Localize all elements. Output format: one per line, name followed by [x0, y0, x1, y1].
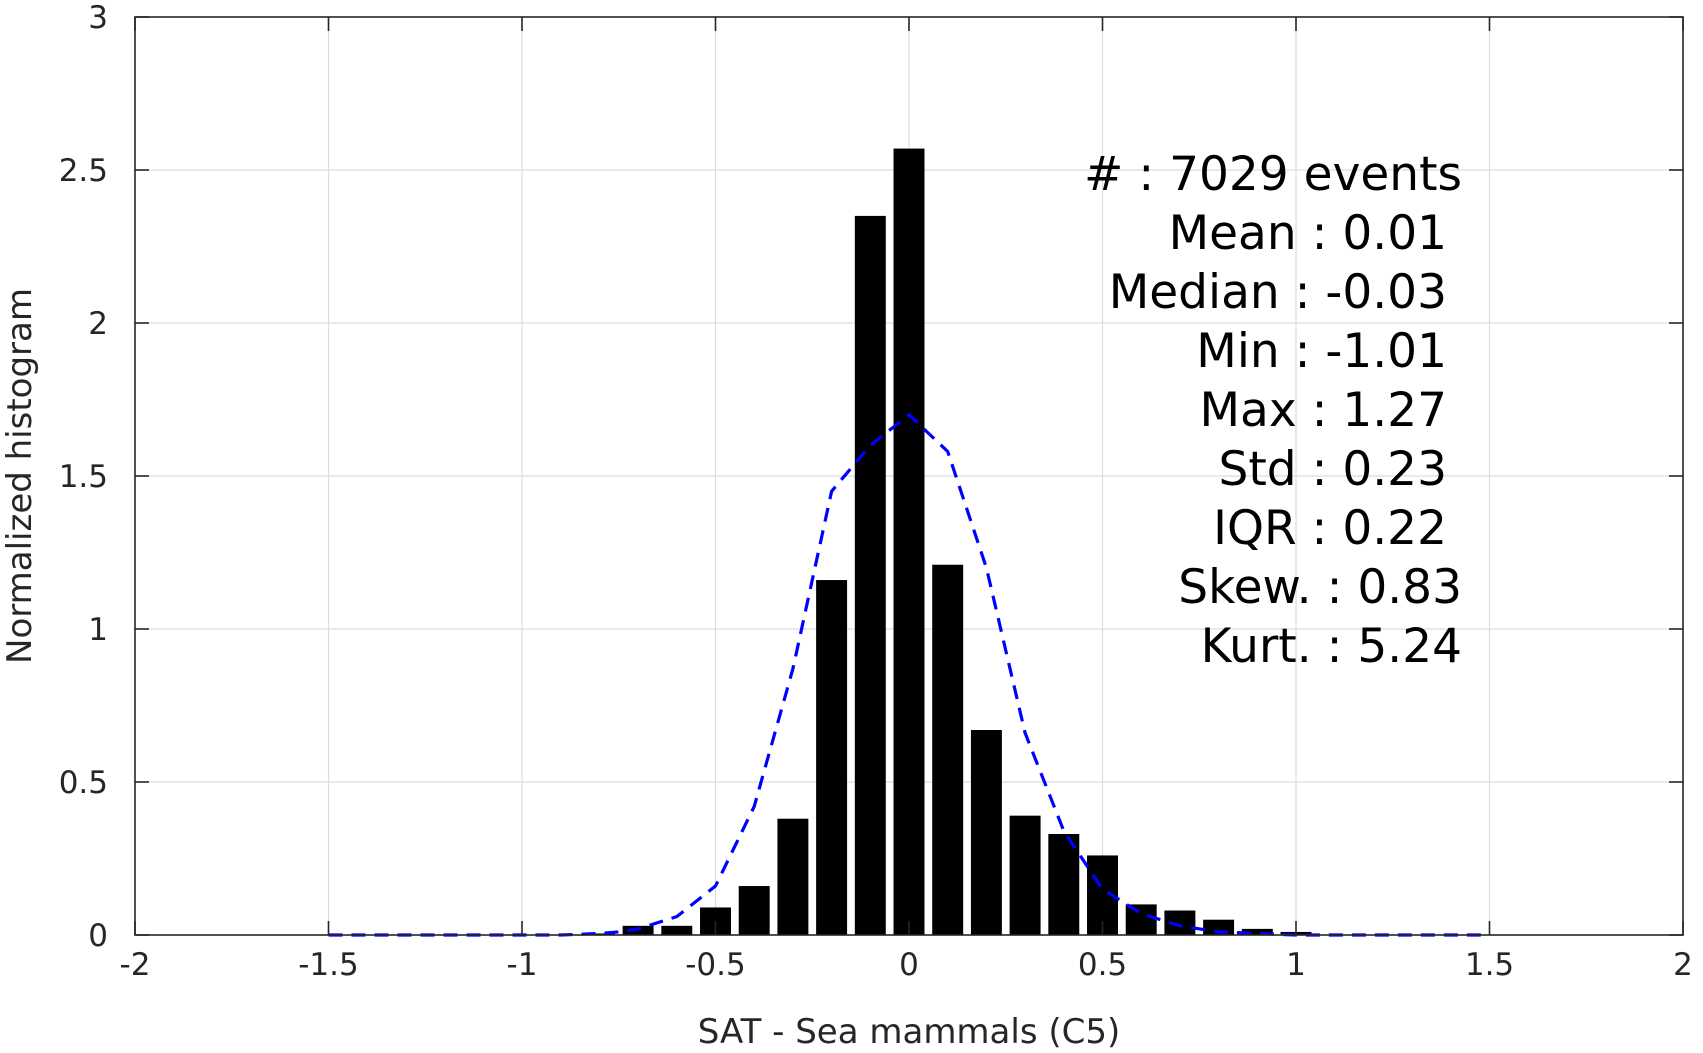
- histogram-bar: [1241, 928, 1273, 935]
- y-tick-label: 1: [88, 612, 108, 648]
- x-tick-label: 2: [1673, 947, 1693, 983]
- y-tick-label: 1.5: [59, 459, 108, 495]
- x-tick-label: 0: [899, 947, 919, 983]
- stats-line: Skew. : 0.83: [1178, 560, 1462, 615]
- x-axis-label: SAT - Sea mammals (C5): [698, 1012, 1121, 1052]
- histogram-bar: [854, 215, 886, 935]
- x-tick-label: 1: [1286, 947, 1306, 983]
- x-tick-label: 1.5: [1465, 947, 1514, 983]
- y-tick-label: 2: [88, 306, 108, 342]
- y-axis-label: Normalized histogram: [0, 288, 40, 664]
- stats-line: Mean : 0.01: [1169, 206, 1447, 261]
- stats-line: Min : -1.01: [1196, 324, 1447, 379]
- line-layer: [328, 412, 1490, 937]
- histogram-bar: [1009, 815, 1041, 935]
- stats-line: # : 7029 events: [1084, 147, 1462, 202]
- histogram-bar: [816, 580, 848, 935]
- x-tick-label: -1.5: [298, 947, 359, 983]
- y-tick-label: 0.5: [59, 765, 108, 801]
- histogram-bar: [932, 564, 964, 935]
- y-tick-label: 0: [88, 918, 108, 954]
- tick-layer: -2 -1.5 -1 -0.5 0 0.5 1 1.5 2 0 0.5 1 1.5 2 2.5 3: [59, 0, 1693, 983]
- stats-line: Std : 0.23: [1219, 442, 1447, 497]
- histogram-bar: [970, 729, 1002, 935]
- stats-line: Kurt. : 5.24: [1201, 619, 1462, 674]
- histogram-bar: [661, 925, 693, 935]
- x-tick-label: -1: [507, 947, 538, 983]
- histogram-bar: [777, 818, 809, 935]
- x-tick-label: -2: [120, 947, 151, 983]
- y-tick-label: 3: [88, 0, 108, 36]
- x-tick-label: 0.5: [1078, 947, 1127, 983]
- y-tick-label: 2.5: [59, 153, 108, 189]
- stats-line: Max : 1.27: [1199, 383, 1447, 438]
- histogram-bar: [893, 148, 925, 935]
- stats-line: IQR : 0.22: [1213, 501, 1447, 556]
- histogram-bar: [1048, 834, 1080, 935]
- histogram-bar: [738, 886, 770, 935]
- fit-curve-line: [328, 412, 1490, 937]
- x-tick-label: -0.5: [685, 947, 746, 983]
- stats-line: Median : -0.03: [1109, 265, 1447, 320]
- bar-layer: [583, 148, 1312, 935]
- histogram-bar: [1125, 904, 1157, 935]
